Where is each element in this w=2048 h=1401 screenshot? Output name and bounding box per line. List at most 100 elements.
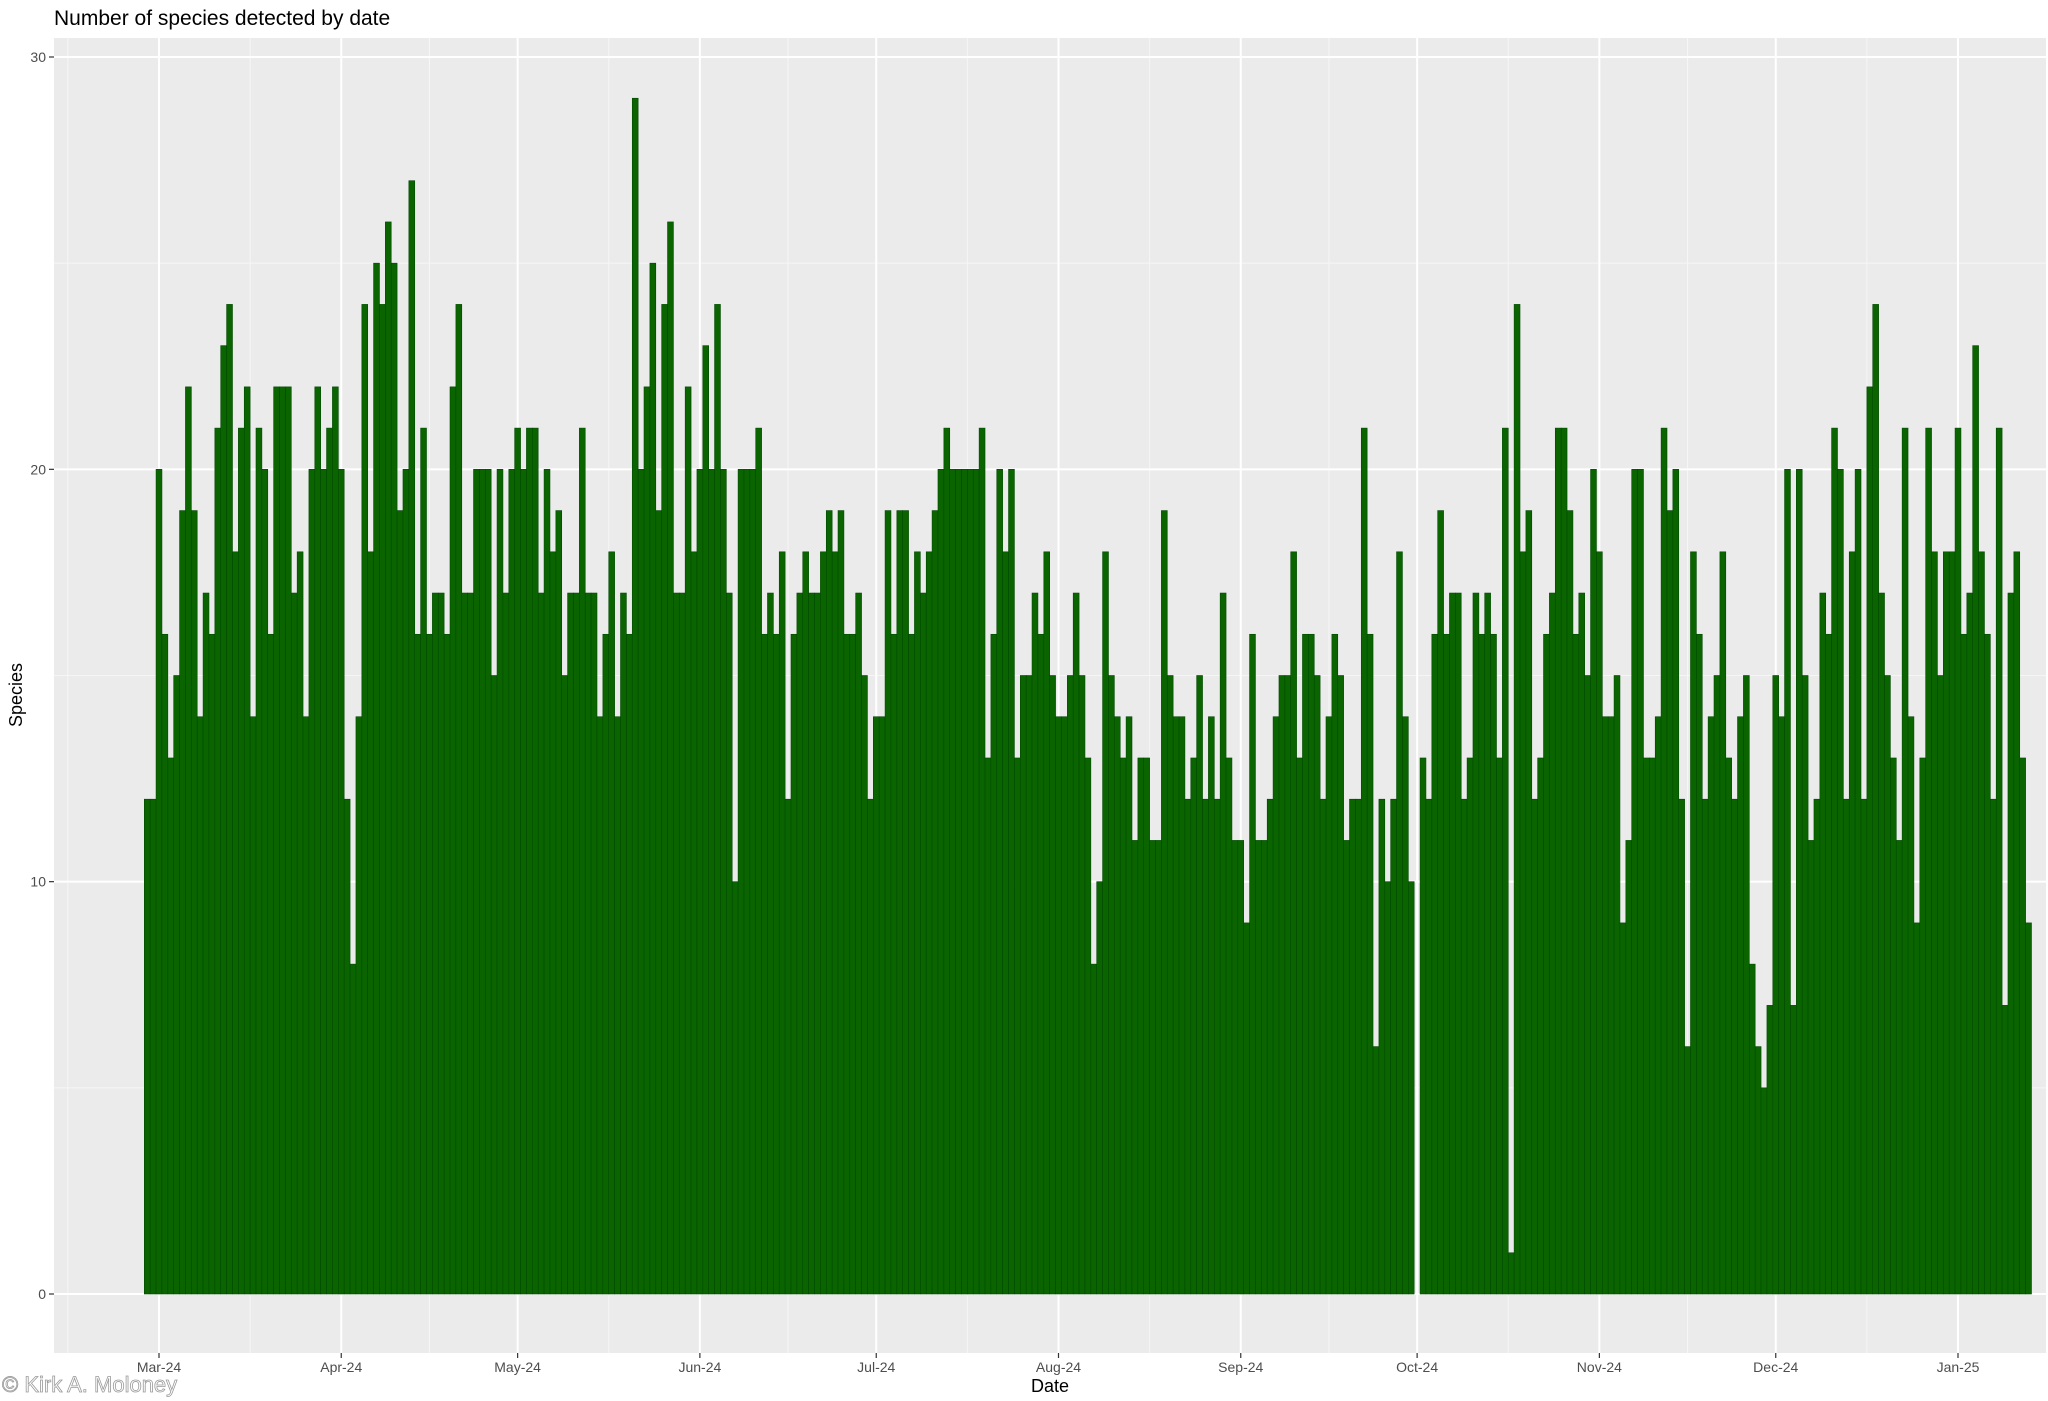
bar (1255, 840, 1262, 1295)
bar (1931, 551, 1938, 1295)
bar (2019, 757, 2026, 1295)
bar (702, 345, 710, 1295)
bar (1684, 1046, 1691, 1295)
bar (761, 633, 768, 1295)
bar (1343, 840, 1350, 1295)
bar (526, 427, 533, 1295)
bar (514, 427, 521, 1295)
bar (1372, 1046, 1380, 1295)
bar (626, 633, 633, 1295)
bar (726, 592, 733, 1295)
bar (878, 716, 886, 1295)
bar (1890, 757, 1897, 1295)
bar (473, 469, 480, 1295)
bar (896, 510, 904, 1295)
bar (884, 510, 892, 1295)
bar (1437, 510, 1444, 1295)
bar (1895, 840, 1903, 1295)
bar (1496, 757, 1503, 1295)
bar (1119, 757, 1127, 1295)
bar (1325, 716, 1333, 1295)
bar (1455, 592, 1462, 1295)
bar (349, 963, 357, 1295)
bar (432, 592, 439, 1295)
bar (978, 427, 986, 1295)
x-tick-label: May-24 (494, 1359, 541, 1375)
bar (1572, 633, 1580, 1295)
bar (390, 262, 398, 1295)
bar (1596, 551, 1603, 1295)
bar (1125, 716, 1133, 1295)
bar (202, 592, 210, 1295)
bar (1490, 633, 1497, 1295)
bar (1072, 592, 1080, 1295)
bar (426, 633, 433, 1295)
bar (1155, 840, 1162, 1295)
bar (208, 633, 216, 1295)
bar (931, 510, 939, 1295)
x-tick-label: Mar-24 (137, 1359, 182, 1375)
bar (191, 510, 198, 1295)
bar (2025, 922, 2032, 1295)
bar (1590, 469, 1597, 1295)
bar (1214, 798, 1221, 1295)
bar (1049, 675, 1056, 1295)
bar (1266, 798, 1274, 1295)
bar (908, 633, 915, 1295)
bar (314, 386, 321, 1295)
bar (343, 798, 351, 1295)
bar (1919, 757, 1926, 1295)
bar (1502, 427, 1509, 1295)
bar (1067, 675, 1074, 1295)
bar (1272, 716, 1280, 1295)
bar (238, 427, 245, 1295)
x-axis: Mar-24 Apr-24 May-24 Jun-24 Jul-24 Aug-24 Sep-… (137, 1353, 1980, 1375)
bar (1937, 675, 1944, 1295)
x-tick-label: Jan-25 (1937, 1359, 1980, 1375)
bar (449, 386, 457, 1295)
bar (1672, 469, 1680, 1295)
bar (196, 716, 204, 1295)
bar (1843, 798, 1850, 1295)
bar (555, 510, 563, 1295)
bar (1878, 592, 1885, 1295)
bar (502, 592, 510, 1295)
bar (543, 469, 551, 1295)
bar (937, 469, 945, 1295)
bar (925, 551, 933, 1295)
bar (573, 592, 580, 1295)
bar (1419, 757, 1427, 1295)
bar (825, 510, 833, 1295)
bar (279, 386, 286, 1295)
bar (690, 551, 698, 1295)
bar (1531, 798, 1538, 1295)
bar (1543, 633, 1550, 1295)
bar (1055, 716, 1062, 1295)
bar (1790, 1005, 1797, 1295)
bar (1602, 716, 1609, 1295)
bar (1643, 757, 1650, 1295)
y-tick-label: 0 (38, 1286, 46, 1302)
bar (1114, 716, 1121, 1295)
bar (1801, 675, 1809, 1295)
bar (861, 675, 868, 1295)
bar (1990, 798, 1997, 1295)
bar (731, 881, 739, 1295)
bar (1678, 798, 1685, 1295)
bar (1984, 633, 1991, 1295)
bar (520, 469, 527, 1295)
bar (684, 386, 692, 1295)
bar (1278, 675, 1286, 1295)
bar (1943, 551, 1950, 1295)
bar (302, 716, 310, 1295)
bar (1525, 510, 1533, 1295)
bar (1796, 469, 1803, 1295)
bar (1302, 633, 1309, 1295)
bar (1654, 716, 1662, 1295)
x-tick-label: Jun-24 (678, 1359, 721, 1375)
bar (714, 304, 721, 1295)
bar (1978, 551, 1985, 1295)
bar (1948, 551, 1956, 1295)
bar (361, 304, 369, 1295)
bar (508, 469, 515, 1295)
